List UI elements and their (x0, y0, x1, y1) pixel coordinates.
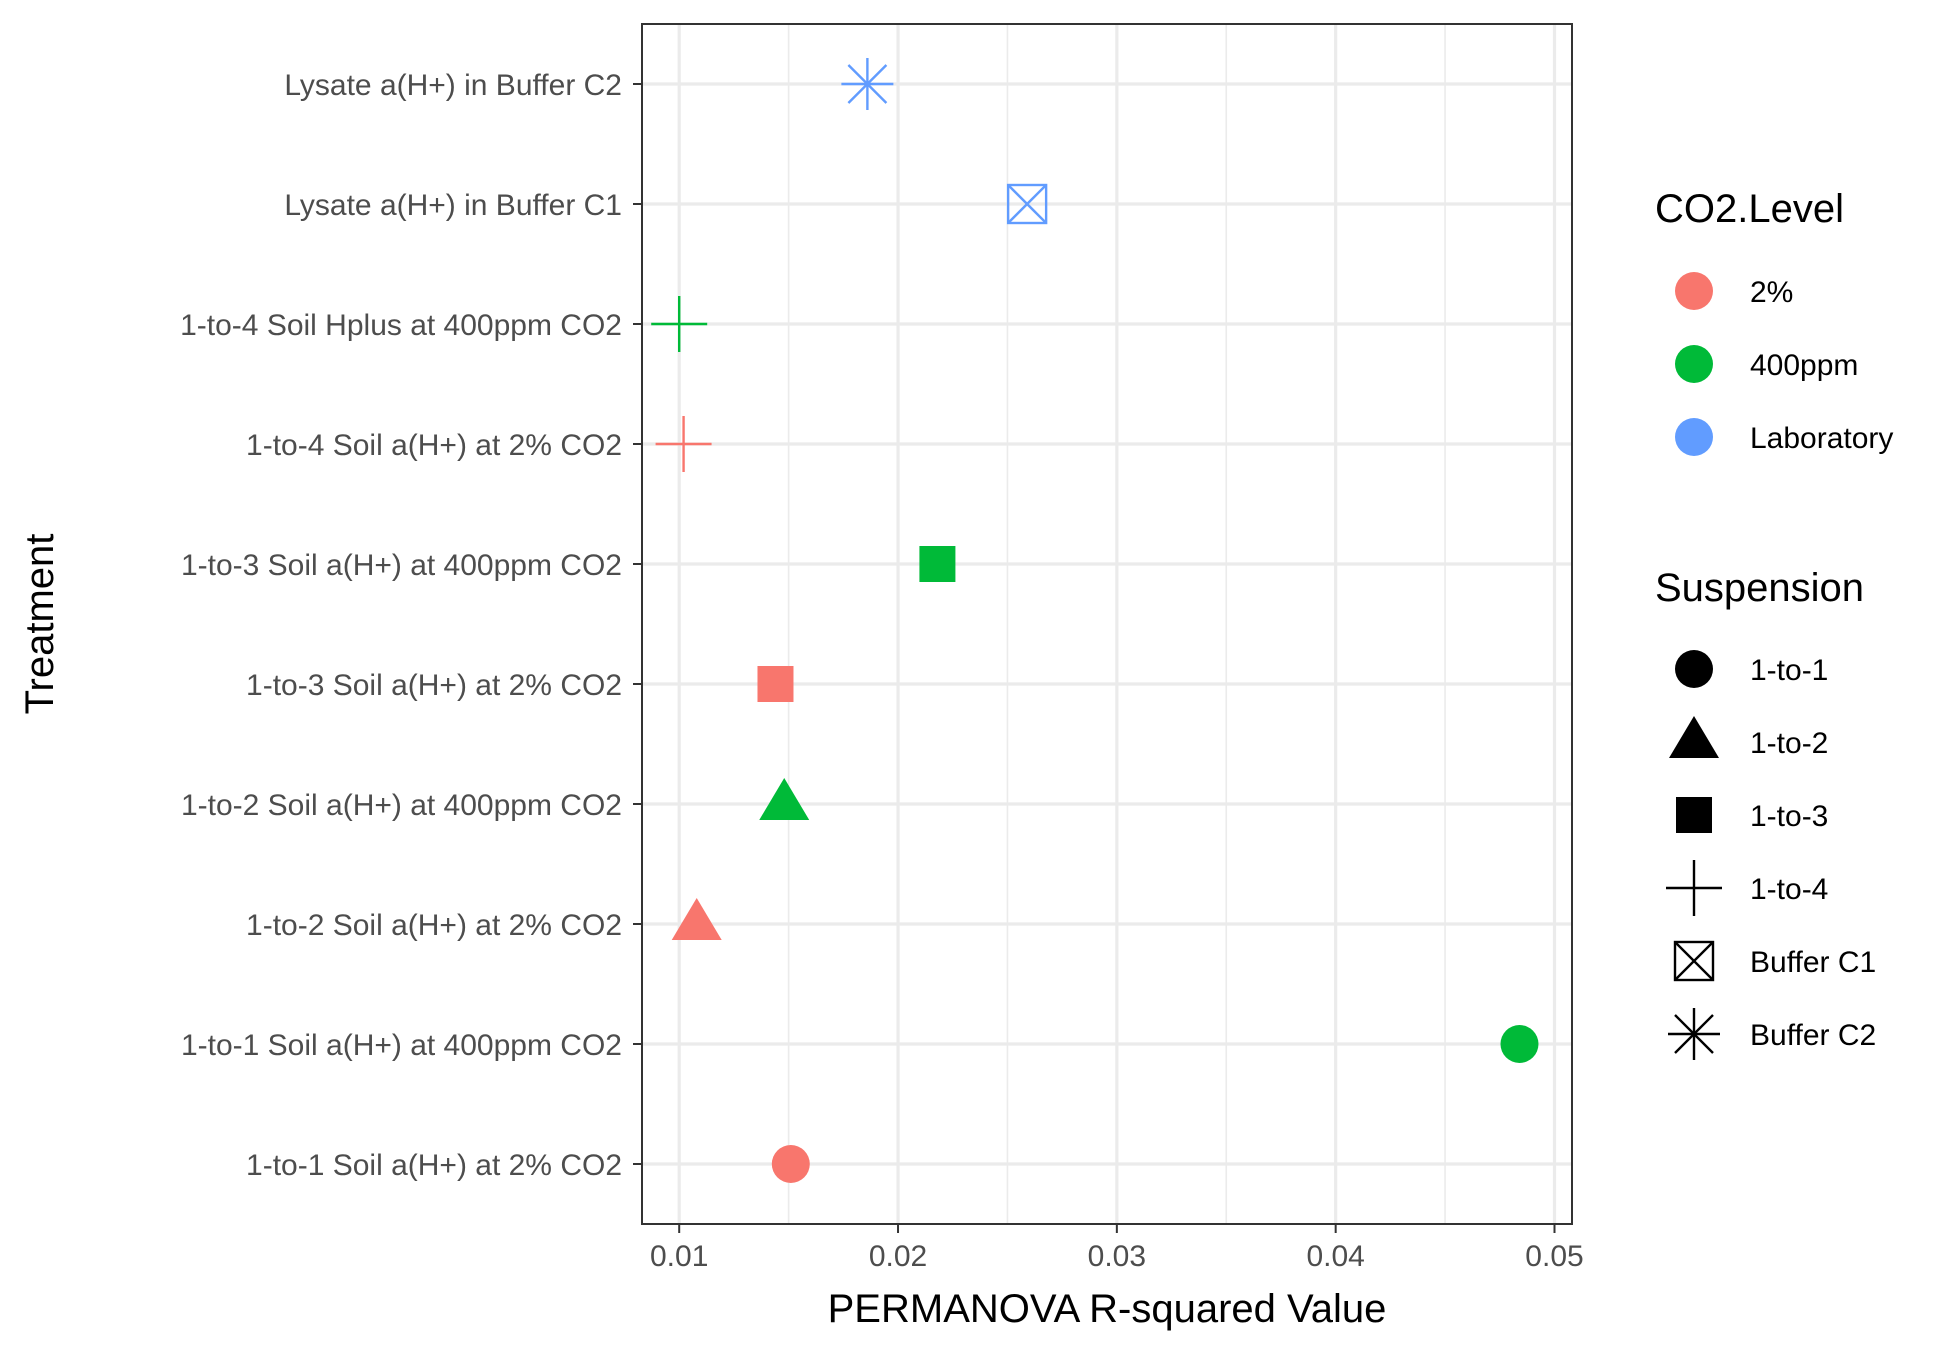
legends: CO2.Level 2% 400ppm Laboratory Suspension 1-t… (1655, 187, 1893, 1060)
data-point (757, 666, 794, 702)
legend-entry-label: Buffer C1 (1750, 946, 1876, 979)
x-tick-label: 0.04 (1306, 1240, 1364, 1273)
triangle-marker (671, 897, 722, 940)
data-point (841, 58, 894, 110)
legend-entry: 400ppm (1675, 345, 1858, 383)
data-point (651, 296, 708, 352)
y-tick-label: Lysate a(H+) in Buffer C2 (284, 69, 622, 102)
y-tick-label: 1-to-3 Soil a(H+) at 400ppm CO2 (181, 549, 622, 582)
circle-marker (1500, 1025, 1539, 1063)
circle-marker (1675, 650, 1713, 688)
x-tick-label: 0.03 (1088, 1240, 1146, 1273)
boxcross-marker-d2 (1007, 184, 1047, 224)
x-tick-label: 0.02 (869, 1240, 927, 1273)
circle-marker (1675, 345, 1713, 383)
x-tick-label: 0.05 (1525, 1240, 1583, 1273)
legend-entry: 1-to-2 (1669, 715, 1828, 760)
y-tick-label: Lysate a(H+) in Buffer C1 (284, 189, 622, 222)
y-tick-label: 1-to-1 Soil a(H+) at 2% CO2 (246, 1149, 622, 1182)
grid-lines (642, 24, 1572, 1224)
y-axis-title: Treatment (18, 534, 62, 715)
data-point (1006, 183, 1048, 225)
asterisk-marker-d2 (1674, 1014, 1714, 1054)
legend-entry: Laboratory (1675, 418, 1893, 456)
legend-title: CO2.Level (1655, 187, 1844, 231)
legend-entry: Buffer C1 (1673, 940, 1876, 982)
data-point (771, 1145, 810, 1183)
legend-entry-label: 1-to-1 (1750, 654, 1828, 687)
legend-entry-label: 1-to-2 (1750, 727, 1828, 760)
y-tick-label: 1-to-4 Soil Hplus at 400ppm CO2 (180, 309, 622, 342)
legend-entry-label: Buffer C2 (1750, 1019, 1876, 1052)
data-point (655, 416, 712, 472)
legend-co2-level: CO2.Level 2% 400ppm Laboratory (1655, 187, 1893, 456)
legend-entry: 1-to-3 (1676, 797, 1828, 833)
legend-entry-label: 400ppm (1750, 349, 1858, 382)
y-tick-label: 1-to-2 Soil a(H+) at 2% CO2 (246, 909, 622, 942)
axes: 0.01 0.02 0.03 0.04 0.05 1-to-1 Soil a(H+) at… (180, 23, 1584, 1273)
y-tick-label: 1-to-1 Soil a(H+) at 400ppm CO2 (181, 1029, 622, 1062)
x-axis-title: PERMANOVA R-squared Value (828, 1287, 1387, 1331)
boxcross-marker-box (1673, 940, 1715, 982)
square-marker (1676, 797, 1712, 833)
circle-marker (1675, 418, 1713, 456)
panel-border (641, 23, 1573, 1225)
legend-entry-label: 1-to-4 (1750, 873, 1828, 906)
x-tick-label: 0.01 (650, 1240, 708, 1273)
data-point (1500, 1025, 1539, 1063)
legend-entry: 2% (1675, 272, 1793, 310)
legend-entry-label: 2% (1750, 276, 1793, 309)
triangle-marker (759, 777, 810, 820)
data-point (671, 897, 722, 940)
legend-entry-label: 1-to-3 (1750, 800, 1828, 833)
data-point (759, 777, 810, 820)
boxcross-marker-d2 (1674, 941, 1714, 981)
boxcross-marker-box (1006, 183, 1048, 225)
triangle-marker (1669, 715, 1719, 758)
legend-title: Suspension (1655, 566, 1864, 610)
data-point (919, 546, 956, 582)
legend-entry: 1-to-4 (1666, 860, 1828, 916)
legend-entry: 1-to-1 (1675, 650, 1828, 688)
y-tick-label: 1-to-4 Soil a(H+) at 2% CO2 (246, 429, 622, 462)
legend-suspension: Suspension 1-to-1 1-to-2 1-to-3 1-to-4 Buffer… (1655, 566, 1876, 1060)
y-tick-label: 1-to-3 Soil a(H+) at 2% CO2 (246, 669, 622, 702)
square-marker (919, 546, 956, 582)
asterisk-marker-d2 (847, 64, 888, 104)
y-tick-label: 1-to-2 Soil a(H+) at 400ppm CO2 (181, 789, 622, 822)
legend-entry: Buffer C2 (1668, 1008, 1876, 1060)
circle-marker (1675, 272, 1713, 310)
legend-entry-label: Laboratory (1750, 422, 1893, 455)
data-points (651, 58, 1539, 1183)
circle-marker (771, 1145, 810, 1183)
square-marker (757, 666, 794, 702)
